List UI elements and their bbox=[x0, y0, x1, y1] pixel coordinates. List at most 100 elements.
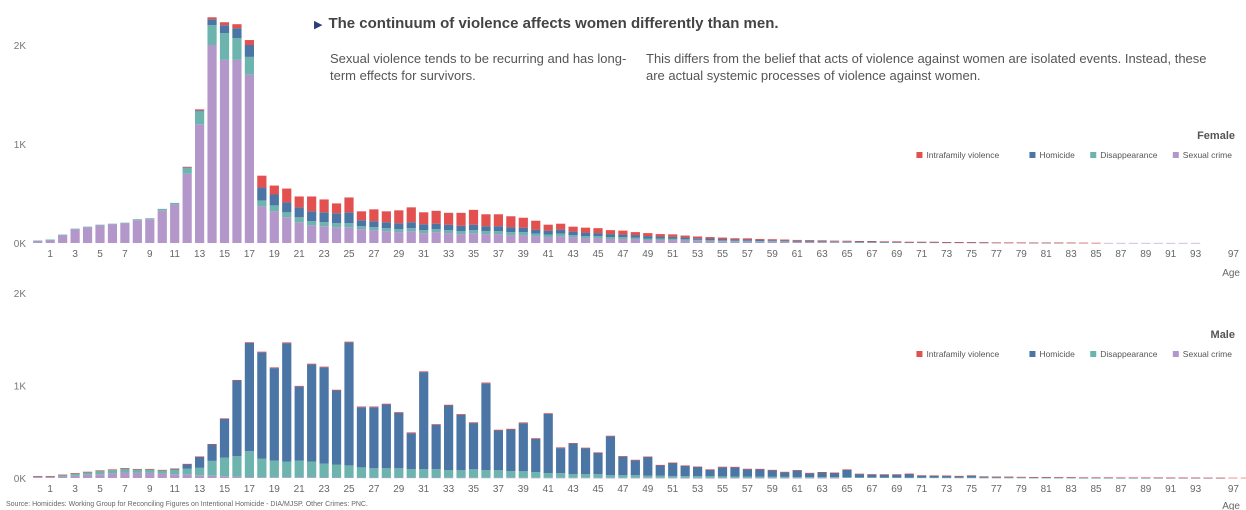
female-bar-homicide bbox=[468, 224, 479, 231]
female-bar-intrafamily-violence bbox=[742, 238, 752, 240]
male-bar-disappearance bbox=[568, 474, 578, 478]
female-bar-sexual-crime bbox=[269, 211, 279, 243]
female-bar-disappearance bbox=[381, 228, 391, 232]
female-bar-sexual-crime bbox=[742, 241, 752, 243]
male-bar-disappearance bbox=[344, 465, 354, 478]
male-bar-intrafamily-violence bbox=[593, 452, 603, 453]
female-bar-sexual-crime bbox=[1103, 242, 1114, 244]
female-bar-disappearance bbox=[170, 202, 180, 205]
male-bar-sexual-crime bbox=[170, 474, 180, 478]
female-bar-sexual-crime bbox=[331, 227, 342, 243]
male-bar-homicide bbox=[182, 464, 192, 469]
female-bar-homicide bbox=[605, 234, 616, 238]
male-bar-disappearance bbox=[431, 469, 441, 478]
female-bar-homicide bbox=[556, 229, 566, 234]
male-bar-intrafamily-violence bbox=[817, 471, 827, 473]
female-bar-disappearance bbox=[506, 232, 516, 236]
paragraph-right: This differs from the belief that acts o… bbox=[646, 51, 1207, 83]
female-bar-homicide bbox=[282, 202, 292, 213]
female-bar-homicide bbox=[182, 167, 192, 168]
female-bar-intrafamily-violence bbox=[630, 232, 640, 236]
female-bar-homicide bbox=[269, 194, 279, 206]
male-bar-intrafamily-violence bbox=[1203, 477, 1213, 479]
female-legend-label: Sexual crime bbox=[1183, 150, 1232, 160]
male-bar-sexual-crime bbox=[755, 477, 765, 479]
female-bar-sexual-crime bbox=[232, 59, 242, 243]
female-bar-sexual-crime bbox=[780, 241, 790, 243]
female-bar-intrafamily-violence bbox=[493, 214, 503, 227]
male-bar-sexual-crime bbox=[817, 477, 827, 479]
female-bar-intrafamily-violence bbox=[767, 239, 777, 241]
female-bar-homicide bbox=[481, 226, 491, 232]
female-x-tick: 73 bbox=[941, 249, 953, 260]
female-bar-disappearance bbox=[867, 242, 877, 243]
male-bar-intrafamily-violence bbox=[1016, 476, 1026, 478]
male-legend-label: Sexual crime bbox=[1183, 349, 1232, 359]
female-x-tick: 93 bbox=[1190, 249, 1202, 260]
female-bar-disappearance bbox=[331, 223, 342, 228]
male-bar-disappearance bbox=[1004, 477, 1014, 479]
female-x-tick: 91 bbox=[1165, 249, 1177, 260]
female-x-tick: 57 bbox=[742, 249, 754, 260]
female-bar-intrafamily-violence bbox=[344, 197, 354, 213]
female-bar-homicide bbox=[630, 235, 640, 238]
male-bar-disappearance bbox=[107, 469, 118, 474]
male-x-tick: 33 bbox=[443, 484, 455, 495]
male-bar-disappearance bbox=[70, 473, 80, 476]
female-bar-disappearance bbox=[854, 242, 865, 243]
female-bar-homicide bbox=[506, 227, 516, 233]
female-x-tick: 13 bbox=[194, 249, 206, 260]
male-legend-label: Disappearance bbox=[1100, 349, 1157, 359]
female-bar-intrafamily-violence bbox=[693, 236, 703, 239]
male-x-tick: 9 bbox=[147, 484, 153, 495]
male-bar-intrafamily-violence bbox=[257, 351, 267, 353]
female-bar-sexual-crime bbox=[605, 239, 616, 243]
male-bar-disappearance bbox=[394, 468, 404, 478]
female-bar-disappearance bbox=[543, 234, 553, 238]
male-x-tick: 37 bbox=[493, 484, 505, 495]
male-bar-disappearance bbox=[618, 475, 628, 478]
female-bar-homicide bbox=[493, 226, 503, 232]
male-bar-intrafamily-violence bbox=[805, 472, 815, 474]
female-x-tick: 63 bbox=[817, 249, 829, 260]
male-bar-homicide bbox=[556, 448, 566, 474]
female-x-tick: 5 bbox=[97, 249, 103, 260]
male-bar-intrafamily-violence bbox=[1128, 477, 1138, 479]
female-bar-sexual-crime bbox=[568, 237, 578, 243]
male-bar-intrafamily-violence bbox=[70, 473, 80, 474]
female-bar-homicide bbox=[406, 222, 416, 229]
male-x-tick: 43 bbox=[568, 484, 580, 495]
male-bar-intrafamily-violence bbox=[82, 471, 93, 473]
male-bar-sexual-crime bbox=[468, 477, 479, 479]
female-bar-disappearance bbox=[580, 236, 591, 239]
male-bar-sexual-crime bbox=[232, 476, 242, 478]
male-bar-intrafamily-violence bbox=[219, 418, 230, 419]
male-x-axis-label: Age bbox=[1222, 501, 1240, 510]
male-bar-sexual-crime bbox=[680, 477, 690, 479]
female-bar-sexual-crime bbox=[145, 219, 155, 243]
male-bar-disappearance bbox=[730, 476, 740, 478]
female-bar-intrafamily-violence bbox=[680, 235, 690, 238]
male-bar-intrafamily-violence bbox=[331, 389, 342, 391]
male-bar-homicide bbox=[493, 430, 503, 471]
male-bar-sexual-crime bbox=[543, 477, 553, 479]
male-x-tick: 5 bbox=[97, 484, 103, 495]
female-bar-intrafamily-violence bbox=[730, 238, 740, 240]
female-x-tick: 79 bbox=[1016, 249, 1028, 260]
male-bar-disappearance bbox=[742, 476, 752, 478]
female-bar-sexual-crime bbox=[244, 74, 254, 243]
female-bar-homicide bbox=[381, 222, 391, 229]
female-bar-intrafamily-violence bbox=[431, 210, 441, 224]
female-bar-disappearance bbox=[406, 228, 416, 232]
female-bar-disappearance bbox=[730, 240, 740, 242]
male-x-tick: 39 bbox=[518, 484, 530, 495]
female-bar-sexual-crime bbox=[1141, 242, 1151, 244]
female-bar-sexual-crime bbox=[1166, 242, 1176, 244]
female-x-tick: 83 bbox=[1066, 249, 1078, 260]
female-x-tick: 89 bbox=[1140, 249, 1152, 260]
female-bar-disappearance bbox=[468, 230, 479, 234]
female-x-tick: 3 bbox=[72, 249, 78, 260]
male-bar-intrafamily-violence bbox=[232, 379, 242, 381]
female-bar-intrafamily-violence bbox=[381, 211, 391, 223]
male-bar-intrafamily-violence bbox=[929, 475, 939, 477]
